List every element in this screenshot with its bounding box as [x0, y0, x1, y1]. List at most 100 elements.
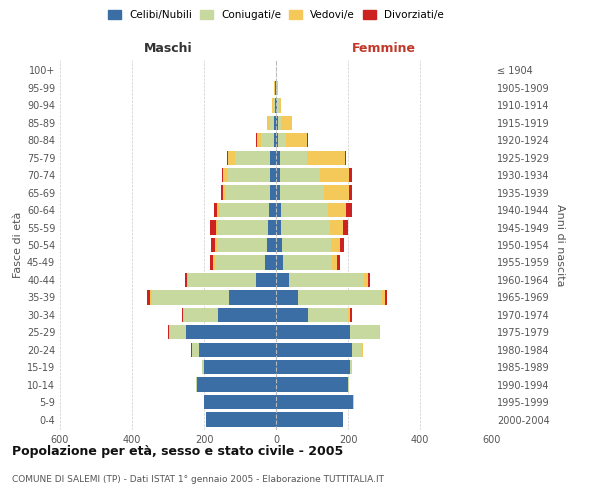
- Y-axis label: Fasce di età: Fasce di età: [13, 212, 23, 278]
- Y-axis label: Anni di nascita: Anni di nascita: [555, 204, 565, 286]
- Bar: [257, 133, 261, 148]
- Bar: [280, 168, 320, 182]
- Bar: [186, 325, 276, 340]
- Bar: [278, 98, 281, 112]
- Text: COMUNE DI SALEMI (TP) - Dati ISTAT 1° gennaio 2005 - Elaborazione TUTTITALIA.IT: COMUNE DI SALEMI (TP) - Dati ISTAT 1° ge…: [12, 475, 384, 484]
- Bar: [276, 360, 350, 374]
- Bar: [323, 186, 349, 200]
- Bar: [265, 256, 276, 270]
- Bar: [276, 378, 348, 392]
- Bar: [215, 238, 217, 252]
- Bar: [332, 256, 337, 270]
- Bar: [197, 378, 276, 392]
- Bar: [349, 186, 352, 200]
- Bar: [185, 273, 187, 287]
- Bar: [206, 412, 276, 426]
- Bar: [348, 378, 349, 392]
- Bar: [289, 273, 364, 287]
- Bar: [276, 412, 343, 426]
- Bar: [223, 186, 226, 200]
- Bar: [276, 308, 308, 322]
- Bar: [368, 273, 370, 287]
- Bar: [308, 308, 348, 322]
- Bar: [269, 203, 276, 217]
- Bar: [346, 203, 352, 217]
- Bar: [281, 220, 330, 234]
- Bar: [168, 325, 169, 340]
- Bar: [278, 116, 281, 130]
- Bar: [275, 81, 276, 95]
- Bar: [280, 186, 323, 200]
- Bar: [221, 168, 223, 182]
- Bar: [150, 290, 152, 304]
- Bar: [192, 342, 199, 357]
- Text: Maschi: Maschi: [143, 42, 193, 55]
- Bar: [268, 220, 276, 234]
- Bar: [349, 168, 352, 182]
- Bar: [276, 342, 352, 357]
- Bar: [276, 395, 353, 409]
- Bar: [211, 220, 216, 234]
- Bar: [269, 186, 276, 200]
- Bar: [276, 133, 278, 148]
- Bar: [191, 342, 192, 357]
- Bar: [276, 98, 277, 112]
- Bar: [385, 290, 387, 304]
- Bar: [204, 360, 276, 374]
- Bar: [214, 203, 217, 217]
- Bar: [147, 290, 150, 304]
- Bar: [276, 238, 283, 252]
- Bar: [223, 168, 229, 182]
- Bar: [170, 325, 186, 340]
- Bar: [276, 150, 280, 165]
- Bar: [217, 238, 267, 252]
- Bar: [228, 150, 235, 165]
- Bar: [229, 290, 276, 304]
- Bar: [275, 98, 276, 112]
- Bar: [320, 168, 349, 182]
- Bar: [281, 203, 328, 217]
- Bar: [274, 133, 276, 148]
- Bar: [345, 150, 346, 165]
- Bar: [352, 342, 362, 357]
- Bar: [227, 150, 228, 165]
- Bar: [229, 168, 270, 182]
- Bar: [276, 186, 280, 200]
- Bar: [328, 203, 346, 217]
- Bar: [307, 133, 308, 148]
- Bar: [196, 378, 197, 392]
- Bar: [276, 290, 298, 304]
- Bar: [226, 186, 269, 200]
- Legend: Celibi/Nubili, Coniugati/e, Vedovi/e, Divorziati/e: Celibi/Nubili, Coniugati/e, Vedovi/e, Di…: [108, 10, 444, 20]
- Bar: [276, 273, 289, 287]
- Bar: [276, 203, 281, 217]
- Bar: [169, 325, 170, 340]
- Bar: [270, 116, 274, 130]
- Bar: [276, 325, 350, 340]
- Bar: [280, 150, 307, 165]
- Bar: [272, 98, 273, 112]
- Bar: [182, 308, 184, 322]
- Text: Popolazione per età, sesso e stato civile - 2005: Popolazione per età, sesso e stato civil…: [12, 445, 343, 458]
- Bar: [269, 150, 276, 165]
- Bar: [350, 325, 379, 340]
- Bar: [276, 168, 280, 182]
- Bar: [256, 133, 257, 148]
- Bar: [270, 168, 276, 182]
- Bar: [277, 81, 278, 95]
- Bar: [350, 308, 352, 322]
- Bar: [283, 256, 332, 270]
- Bar: [218, 308, 276, 322]
- Bar: [184, 308, 218, 322]
- Bar: [277, 98, 278, 112]
- Bar: [337, 256, 340, 270]
- Bar: [188, 273, 256, 287]
- Bar: [261, 133, 274, 148]
- Bar: [273, 98, 275, 112]
- Bar: [276, 220, 281, 234]
- Bar: [307, 150, 345, 165]
- Bar: [202, 360, 204, 374]
- Bar: [283, 238, 331, 252]
- Bar: [343, 220, 348, 234]
- Bar: [340, 238, 344, 252]
